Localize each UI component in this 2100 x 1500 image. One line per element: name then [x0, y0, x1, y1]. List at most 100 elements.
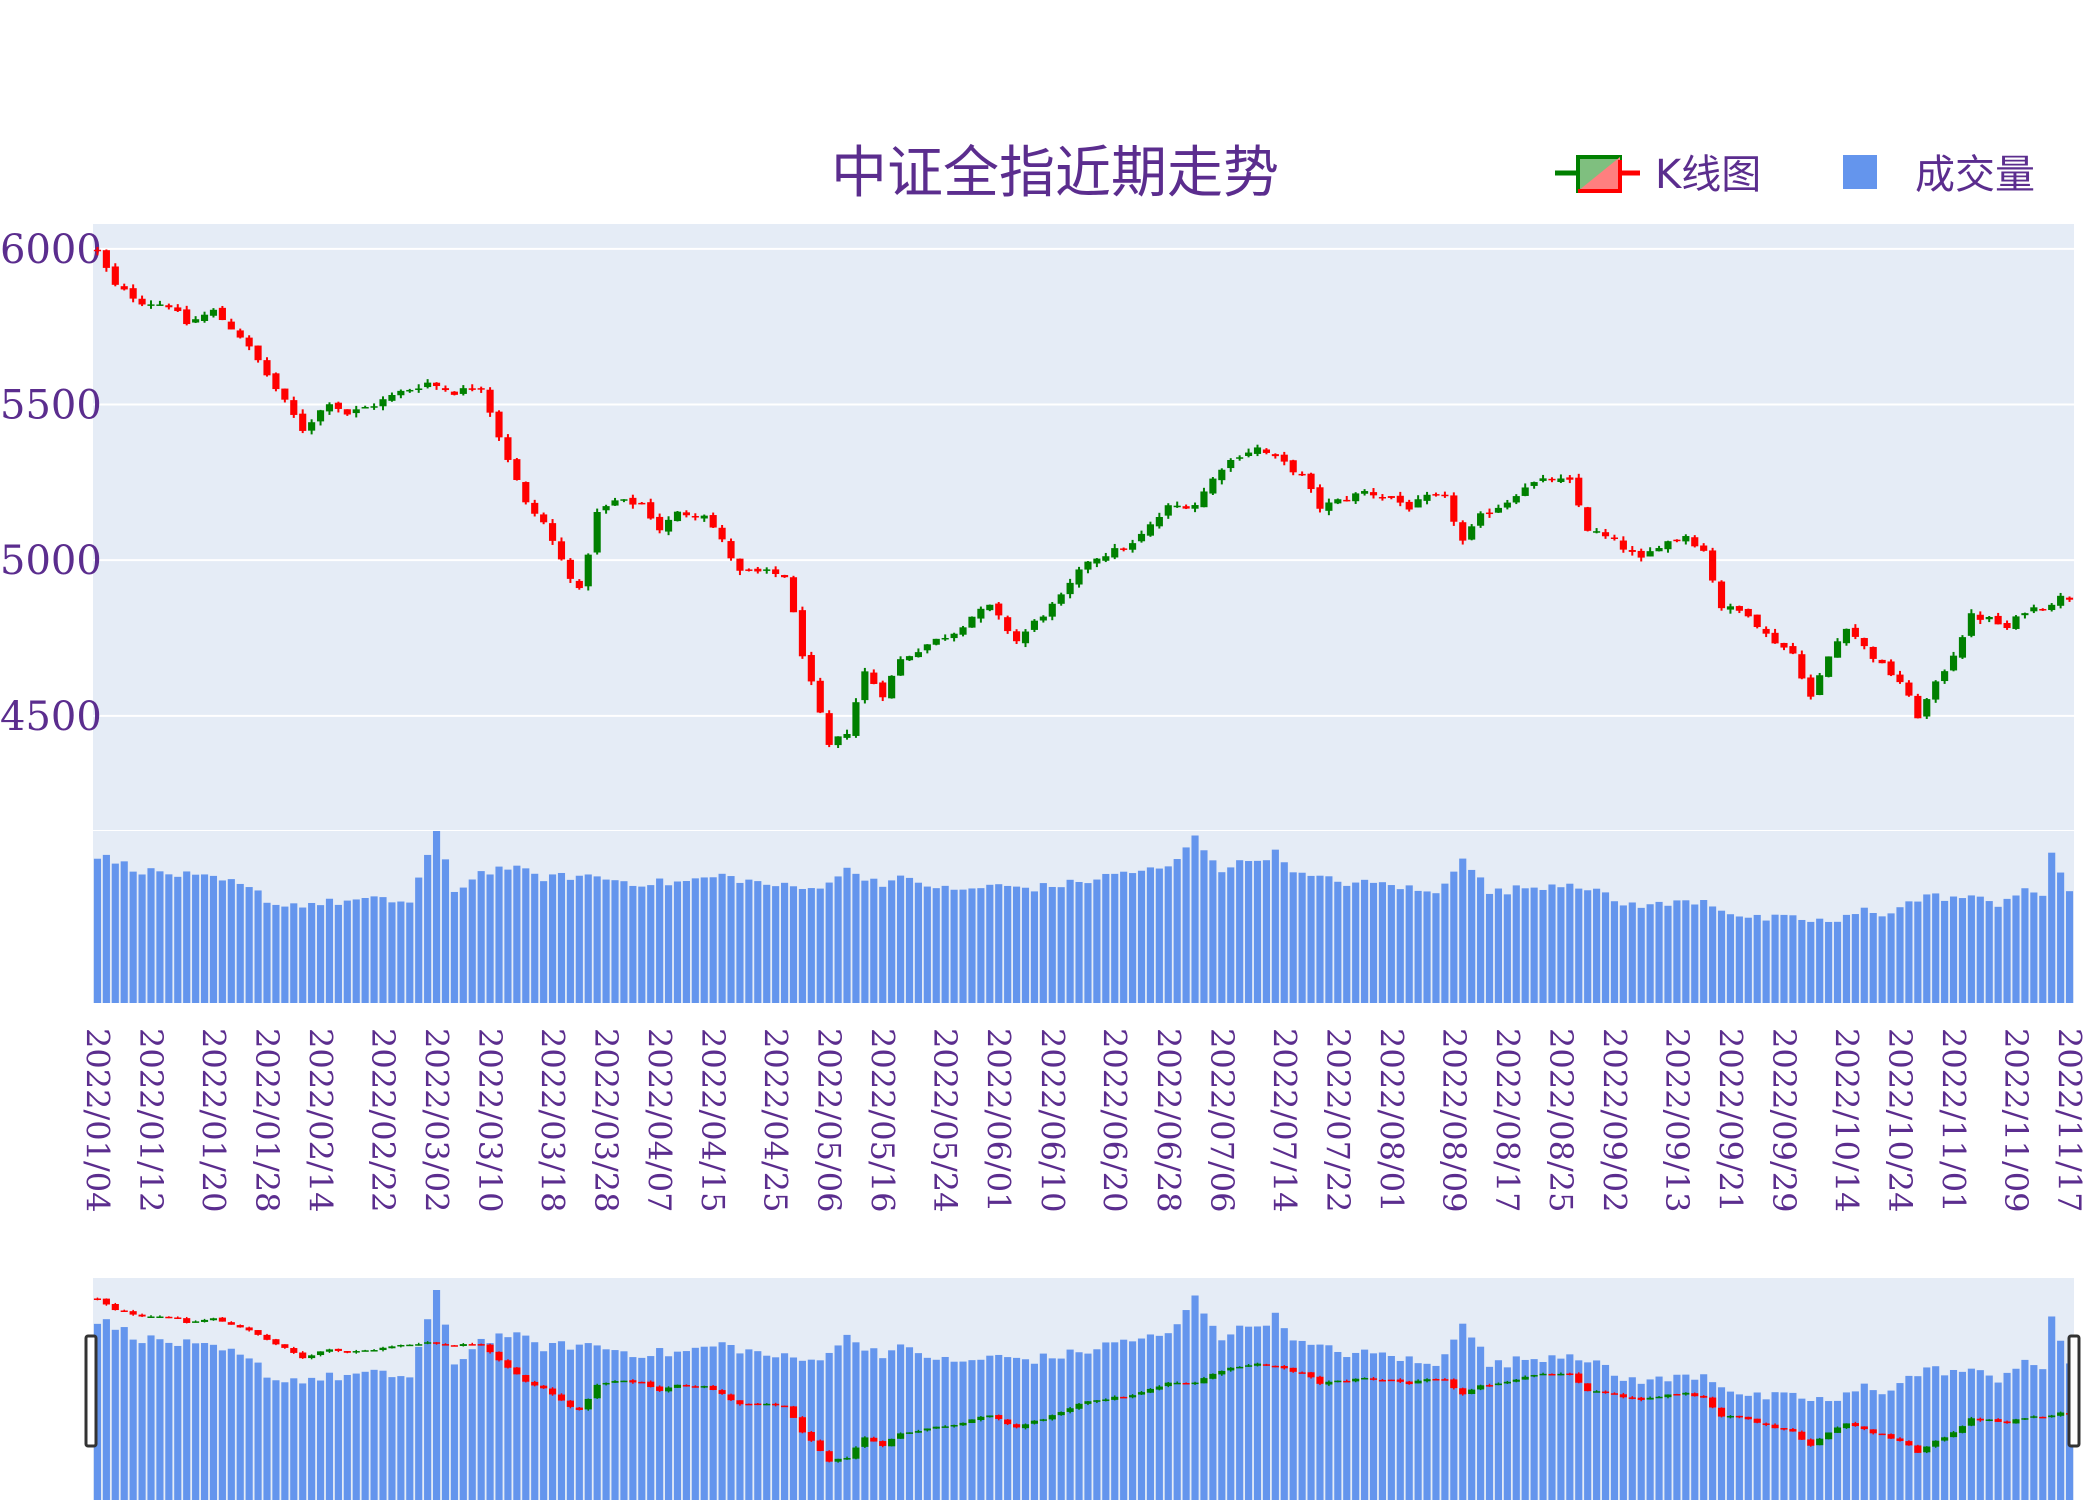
slider-volume-bar: [1093, 1349, 1101, 1500]
slider-candle-body: [1459, 1388, 1467, 1395]
volume-bar: [406, 902, 414, 1003]
slider-candle-body: [120, 1310, 128, 1312]
x-tick-label: 2022/03/28: [587, 1028, 625, 1212]
slider-volume-bar: [290, 1378, 298, 1500]
candle-body: [1575, 477, 1583, 506]
candle-body: [1949, 655, 1958, 671]
candle-body: [111, 266, 119, 285]
volume-bar: [245, 887, 253, 1003]
slider-candle-body: [1593, 1391, 1601, 1393]
slider-volume-bar: [2039, 1369, 2047, 1500]
candle-body: [1539, 478, 1547, 481]
slider-candle-body: [1111, 1396, 1119, 1400]
slider-candle-body: [1316, 1376, 1324, 1384]
slider-candle-body: [441, 1344, 450, 1346]
candle-body: [1771, 632, 1779, 644]
volume-bar: [1030, 891, 1038, 1003]
volume-bar: [905, 877, 914, 1003]
slider-candle-body: [540, 1385, 548, 1389]
candle-body: [120, 286, 128, 290]
volume-bar: [1066, 879, 1074, 1003]
volume-bar: [1825, 921, 1833, 1003]
slider-candle-body: [1191, 1382, 1199, 1385]
volume-bar: [1807, 921, 1815, 1003]
candle-body: [1494, 507, 1503, 513]
slider-candle-body: [290, 1348, 298, 1353]
volume-bar: [763, 884, 771, 1003]
legend-volume-icon[interactable]: [1843, 155, 1877, 189]
volume-bar: [1155, 868, 1163, 1003]
candle-body: [816, 680, 824, 713]
slider-volume-bar: [1182, 1310, 1190, 1500]
x-tick-label: 2022/05/06: [810, 1028, 848, 1212]
volume-bar: [1530, 887, 1538, 1003]
range-slider-left-handle[interactable]: [84, 1334, 98, 1448]
volume-bar: [852, 873, 860, 1003]
candle-body: [1423, 494, 1431, 501]
candle-body: [1361, 491, 1369, 494]
x-tick-label: 2022/07/06: [1203, 1028, 1241, 1212]
candle-body: [1503, 502, 1511, 508]
slider-volume-bar: [2012, 1368, 2020, 1500]
volume-bar: [486, 874, 494, 1003]
slider-candle-body: [236, 1325, 244, 1328]
slider-candle-body: [905, 1432, 914, 1434]
slider-candle-body: [397, 1344, 405, 1347]
candle-body: [575, 580, 583, 589]
volume-bar: [1352, 882, 1360, 1003]
volume-bar: [1923, 894, 1931, 1003]
volume-bar: [1369, 882, 1378, 1003]
candle-body: [843, 733, 851, 738]
slider-candle-body: [424, 1342, 432, 1344]
slider-volume-bar: [584, 1343, 592, 1500]
volume-bar: [218, 880, 226, 1003]
slider-candle-body: [254, 1330, 262, 1335]
volume-bar: [272, 904, 280, 1003]
slider-volume-bar: [1789, 1392, 1797, 1500]
volume-bar: [1976, 896, 1984, 1003]
candle-body: [1878, 659, 1886, 664]
volume-bar: [1735, 916, 1743, 1003]
slider-candle-body: [1200, 1378, 1208, 1384]
legend-candlestick-icon[interactable]: [1555, 155, 1640, 193]
range-slider-background[interactable]: [93, 1278, 2074, 1500]
slider-volume-bar: [620, 1351, 628, 1500]
candle-body: [1628, 550, 1636, 552]
slider-volume-bar: [486, 1343, 494, 1500]
slider-candle-body: [1905, 1441, 1913, 1446]
slider-candle-body: [1378, 1379, 1387, 1382]
candle-body: [1709, 550, 1717, 581]
slider-volume-bar: [1450, 1339, 1458, 1500]
volume-bar: [1566, 883, 1574, 1003]
candle-body: [1316, 487, 1324, 509]
candle-body: [566, 559, 574, 579]
slider-volume-bar: [1780, 1392, 1788, 1500]
volume-bar: [1664, 905, 1672, 1003]
slider-volume-bar: [932, 1359, 940, 1500]
candle-body: [1414, 499, 1422, 508]
candle-body: [745, 569, 753, 571]
slider-candle-body: [548, 1388, 557, 1395]
range-slider-candles: [93, 1297, 2074, 1463]
slider-candle-body: [932, 1426, 940, 1429]
volume-bar: [281, 906, 289, 1003]
candle-body: [540, 514, 548, 523]
slider-volume-bar: [325, 1372, 334, 1500]
slider-volume-bar: [1262, 1325, 1270, 1500]
volume-bar: [477, 871, 485, 1003]
volume-bar: [789, 886, 798, 1003]
slider-candle-body: [1387, 1379, 1395, 1382]
slider-candle-body: [281, 1344, 289, 1348]
x-tick-label: 2022/03/02: [418, 1028, 456, 1212]
slider-volume-bar: [334, 1380, 342, 1500]
slider-candle-body: [1245, 1365, 1253, 1367]
volume-bar: [950, 889, 958, 1003]
slider-candle-body: [2021, 1418, 2029, 1420]
price-plot-background: [93, 224, 2074, 831]
candle-body: [1664, 541, 1672, 550]
candle-body: [950, 633, 958, 639]
candle-body: [1039, 616, 1047, 621]
range-slider-right-handle[interactable]: [2067, 1334, 2081, 1448]
slider-candle-body: [1057, 1412, 1065, 1416]
slider-volume-bar: [780, 1353, 789, 1500]
